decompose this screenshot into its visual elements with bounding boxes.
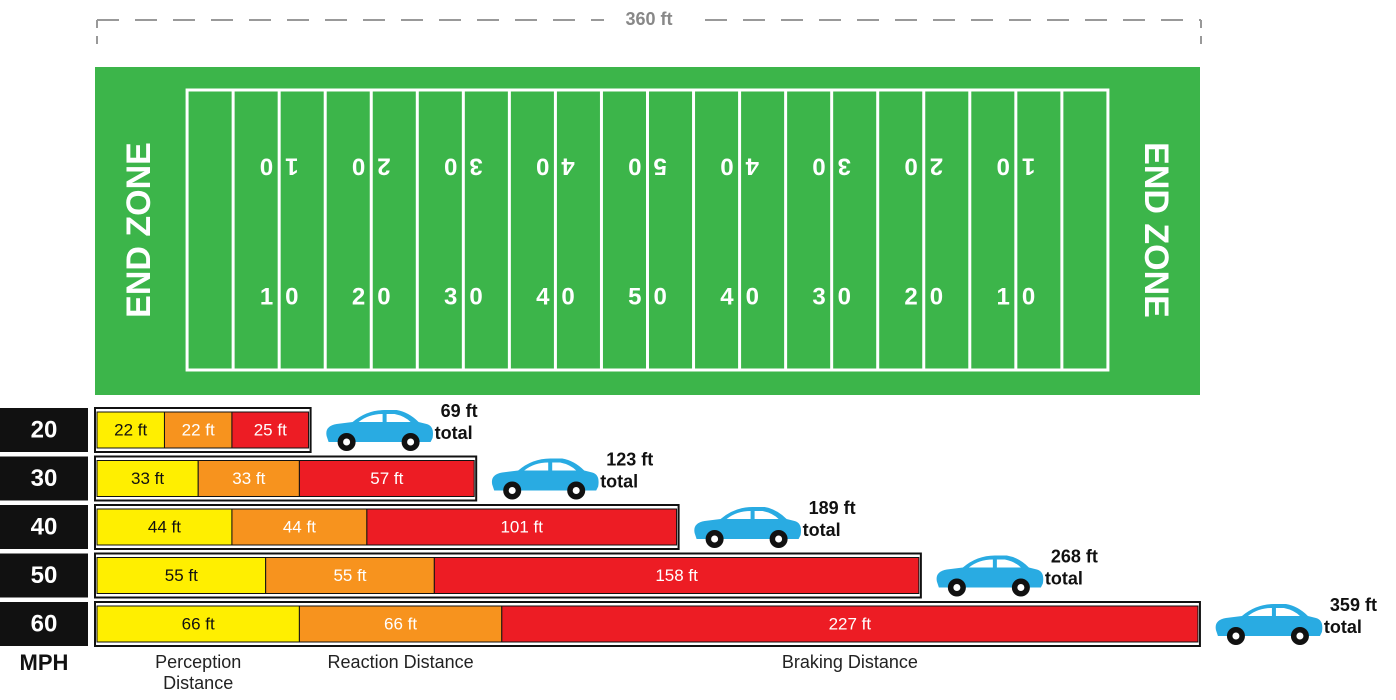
yard-number: 30 bbox=[800, 153, 851, 180]
total-suffix: total bbox=[600, 471, 638, 491]
yard-number: 10 bbox=[260, 283, 311, 310]
legend-entry: Reaction Distance bbox=[321, 652, 481, 673]
value-label: 33 ft bbox=[232, 469, 265, 488]
total-label: 123 ft bbox=[606, 449, 653, 469]
yard-number: 20 bbox=[904, 283, 955, 310]
value-label: 55 ft bbox=[165, 566, 198, 585]
legend-entry: Perception Distance bbox=[118, 652, 278, 694]
car-hub bbox=[711, 536, 718, 543]
value-label: 66 ft bbox=[182, 614, 215, 633]
value-label: 55 ft bbox=[333, 566, 366, 585]
car-hub bbox=[343, 439, 350, 446]
axis-label: MPH bbox=[20, 650, 69, 675]
yard-number: 50 bbox=[616, 153, 667, 180]
car-hub bbox=[775, 536, 782, 543]
yard-number: 40 bbox=[708, 153, 759, 180]
yard-number: 20 bbox=[892, 153, 943, 180]
end-zone-label: END ZONE bbox=[1137, 142, 1175, 318]
value-label: 25 ft bbox=[254, 420, 287, 439]
car bbox=[937, 556, 1044, 597]
yard-number: 20 bbox=[352, 283, 403, 310]
yard-number: 50 bbox=[628, 283, 679, 310]
car-hub bbox=[509, 487, 516, 494]
value-label: 66 ft bbox=[384, 614, 417, 633]
car bbox=[1216, 604, 1323, 645]
value-label: 33 ft bbox=[131, 469, 164, 488]
legend-entry: Braking Distance bbox=[770, 652, 930, 673]
yard-number: 10 bbox=[996, 283, 1047, 310]
car-hub bbox=[1017, 584, 1024, 591]
dimension-label: 360 ft bbox=[625, 9, 672, 29]
chart: MPH 10 10 20 20 30 30 40 40 50 50 40 40 30 30 20 20 10 10… bbox=[0, 0, 1396, 700]
value-label: 57 ft bbox=[370, 469, 403, 488]
car-hub bbox=[953, 584, 960, 591]
yard-number: 20 bbox=[340, 153, 391, 180]
value-label: 22 ft bbox=[114, 420, 147, 439]
value-label: 44 ft bbox=[283, 517, 316, 536]
total-label: 359 ft bbox=[1330, 595, 1377, 615]
car-hub bbox=[1232, 633, 1239, 640]
total-label: 69 ft bbox=[441, 401, 478, 421]
end-zone-label: END ZONE bbox=[120, 142, 158, 318]
car bbox=[326, 410, 433, 451]
value-label: 158 ft bbox=[655, 566, 698, 585]
total-label: 268 ft bbox=[1051, 546, 1098, 566]
car bbox=[694, 507, 801, 548]
total-suffix: total bbox=[435, 423, 473, 443]
car-hub bbox=[407, 439, 414, 446]
yard-number: 40 bbox=[720, 283, 771, 310]
yard-number: 10 bbox=[248, 153, 299, 180]
value-label: 101 ft bbox=[500, 517, 543, 536]
category-label: 50 bbox=[31, 562, 58, 589]
car bbox=[492, 459, 599, 500]
car-hub bbox=[1296, 633, 1303, 640]
category-label: 40 bbox=[31, 513, 58, 540]
total-suffix: total bbox=[1045, 568, 1083, 588]
value-label: 227 ft bbox=[829, 614, 872, 633]
yard-number: 30 bbox=[444, 283, 495, 310]
infographic: MPH 10 10 20 20 30 30 40 40 50 50 40 40 30 30 20 20 10 10… bbox=[0, 0, 1396, 700]
total-label: 189 ft bbox=[809, 498, 856, 518]
yard-number: 30 bbox=[812, 283, 863, 310]
yard-number: 40 bbox=[536, 283, 587, 310]
total-suffix: total bbox=[1324, 617, 1362, 637]
yard-number: 40 bbox=[524, 153, 575, 180]
car-hub bbox=[573, 487, 580, 494]
category-label: 20 bbox=[31, 416, 58, 443]
yard-number: 10 bbox=[984, 153, 1035, 180]
total-suffix: total bbox=[803, 520, 841, 540]
yard-number: 30 bbox=[432, 153, 483, 180]
value-label: 44 ft bbox=[148, 517, 181, 536]
value-label: 22 ft bbox=[182, 420, 215, 439]
category-label: 30 bbox=[31, 465, 58, 492]
category-label: 60 bbox=[31, 610, 58, 637]
